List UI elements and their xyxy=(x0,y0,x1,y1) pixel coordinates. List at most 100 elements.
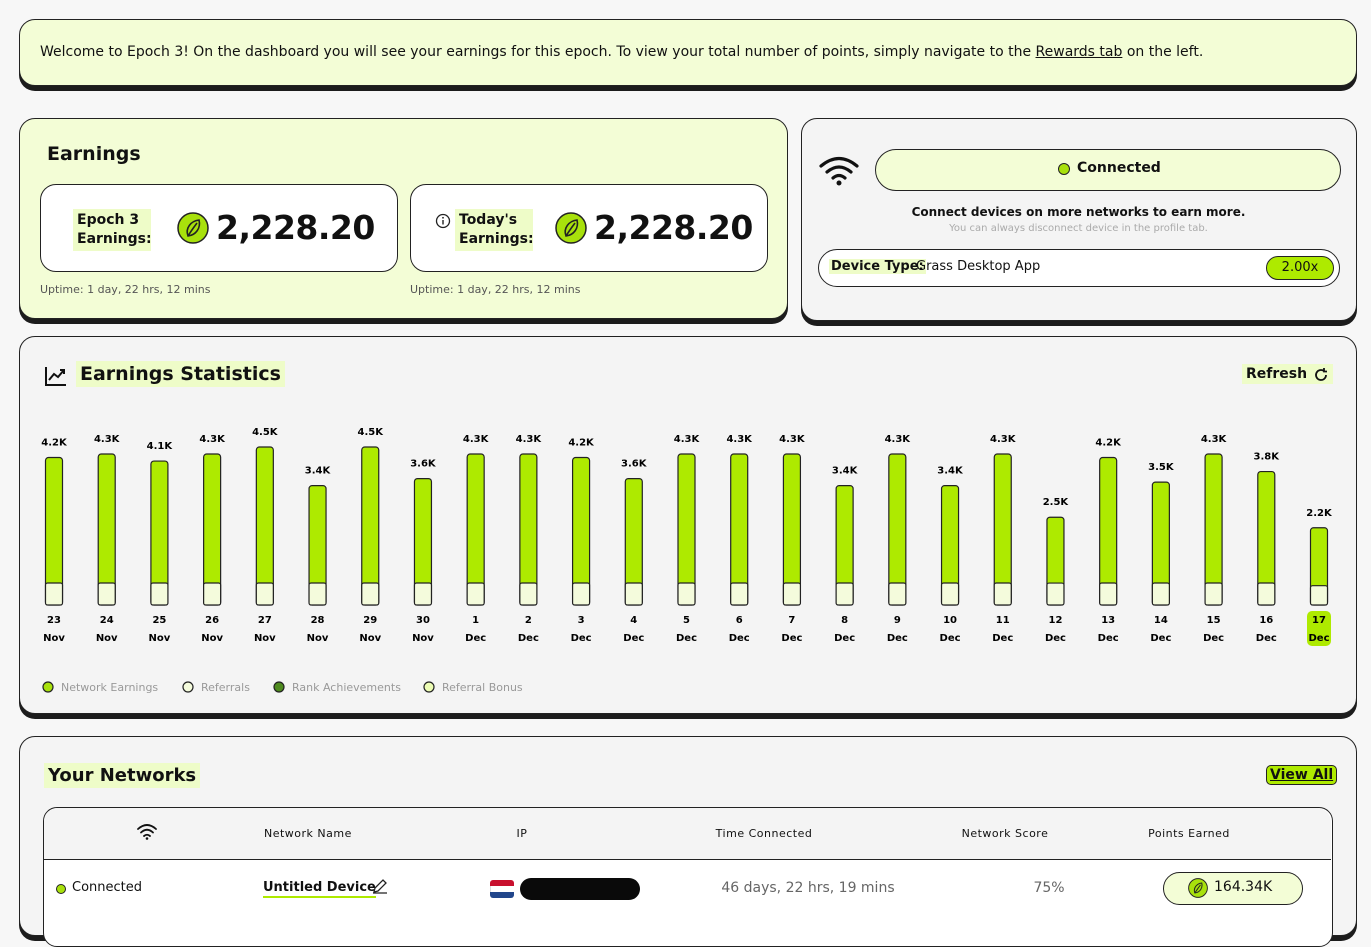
edit-icon[interactable] xyxy=(372,878,388,894)
bar xyxy=(466,453,485,606)
x-tick-day: 15 xyxy=(1207,615,1221,626)
bar-referral-part xyxy=(1309,585,1329,606)
value-label: 4.3K xyxy=(199,434,226,445)
value-label: 4.2K xyxy=(41,438,68,449)
device-name[interactable]: Untitled Device xyxy=(263,880,376,898)
x-tick-month: Dec xyxy=(834,633,855,644)
x-tick-day: 24 xyxy=(100,615,114,626)
bar-referral-part xyxy=(97,582,116,606)
value-label: 4.5K xyxy=(252,427,279,438)
earnings-chart: 4.2K23Nov4.3K24Nov4.1K25Nov4.3K26Nov4.5K… xyxy=(41,427,1333,694)
x-tick-month: Nov xyxy=(96,633,118,644)
value-label: 4.2K xyxy=(1095,438,1122,449)
x-tick-day: 16 xyxy=(1259,615,1273,626)
x-tick-day: 28 xyxy=(311,615,325,626)
bar-referral-part xyxy=(835,582,854,606)
bar xyxy=(255,446,274,606)
points-pill: 164.34K xyxy=(1163,872,1303,905)
legend-label: Network Earnings xyxy=(61,681,158,694)
legend-label: Referrals xyxy=(201,681,250,694)
bar-referral-part xyxy=(308,582,327,606)
legend-swatch xyxy=(423,681,435,693)
x-tick-month: Dec xyxy=(571,633,592,644)
stats-title: Earnings Statistics xyxy=(76,361,285,387)
x-tick-day: 2 xyxy=(525,615,532,626)
value-label: 2.5K xyxy=(1043,497,1070,508)
status-dot xyxy=(1058,163,1070,175)
flag-white xyxy=(490,886,514,892)
x-tick-month: Dec xyxy=(1150,633,1171,644)
x-tick-month: Dec xyxy=(940,633,961,644)
x-tick-month: Dec xyxy=(1098,633,1119,644)
banner: Welcome to Epoch 3! On the dashboard you… xyxy=(19,19,1357,86)
epoch-label: Epoch 3 Earnings: xyxy=(73,209,152,251)
bar-referral-part xyxy=(1151,582,1170,606)
legend-swatch xyxy=(42,681,54,693)
x-tick-day: 13 xyxy=(1101,615,1115,626)
value-label: 4.3K xyxy=(726,434,753,445)
x-tick-month: Dec xyxy=(1045,633,1066,644)
value-label: 3.4K xyxy=(937,466,964,477)
x-tick-day: 23 xyxy=(47,615,61,626)
view-all[interactable]: View All xyxy=(1266,765,1338,785)
x-tick-day: 8 xyxy=(841,615,848,626)
value-label: 4.3K xyxy=(990,434,1017,445)
x-tick-month: Dec xyxy=(781,633,802,644)
bar-referral-part xyxy=(150,582,169,606)
today-label: Today's Earnings: xyxy=(455,209,534,251)
bar-referral-part xyxy=(1046,582,1065,606)
x-tick-day: 9 xyxy=(894,615,901,626)
connect-note: You can always disconnect device in the … xyxy=(949,223,1208,234)
trend-icon xyxy=(45,367,66,386)
x-tick-month: Dec xyxy=(992,633,1013,644)
device-row: Device Type: Grass Desktop App 2.00x xyxy=(818,249,1340,287)
legend-swatch xyxy=(182,681,194,693)
bar-referral-part xyxy=(571,582,591,606)
connect-message: Connect devices on more networks to earn… xyxy=(911,205,1246,219)
leaf-icon xyxy=(1188,878,1208,898)
multiplier: 2.00x xyxy=(1266,256,1334,280)
value-label: 3.4K xyxy=(305,466,332,477)
bar-referral-part xyxy=(624,582,643,606)
bar xyxy=(677,453,696,606)
column-header: IP xyxy=(516,827,528,840)
bar xyxy=(203,453,222,606)
legend-swatch xyxy=(273,681,285,693)
bar-referral-part xyxy=(44,582,64,606)
column-header: Points Earned xyxy=(1148,827,1230,840)
column-header: Network Name xyxy=(264,827,352,840)
flag-red xyxy=(490,880,514,886)
value-label: 3.6K xyxy=(410,459,437,470)
x-tick-month: Dec xyxy=(465,633,486,644)
bar xyxy=(782,453,802,606)
leaf-icon xyxy=(555,212,587,244)
x-tick-day: 5 xyxy=(683,615,690,626)
leaf-icon xyxy=(177,212,209,244)
value-label: 4.3K xyxy=(674,434,701,445)
bar-referral-part xyxy=(255,582,274,606)
x-tick-month: Dec xyxy=(623,633,644,644)
x-tick-month: Nov xyxy=(359,633,381,644)
rewards-link[interactable]: Rewards tab xyxy=(1035,44,1123,60)
x-tick-day: 14 xyxy=(1154,615,1168,626)
refresh-button[interactable]: Refresh xyxy=(1242,364,1334,384)
x-tick-month: Dec xyxy=(676,633,697,644)
table-header: Network Name IP Time Connected Network Scor… xyxy=(44,808,1331,860)
bar xyxy=(888,453,907,606)
points-earned: 164.34K xyxy=(1214,879,1273,895)
value-label: 3.6K xyxy=(621,459,648,470)
x-tick-day: 1 xyxy=(472,615,479,626)
device-label: Device Type: xyxy=(829,259,926,274)
value-label: 4.3K xyxy=(1201,434,1228,445)
bar xyxy=(361,446,380,606)
bar-referral-part xyxy=(413,582,433,606)
x-tick-month: Nov xyxy=(43,633,65,644)
value-label: 4.3K xyxy=(885,434,912,445)
networks-table: Network Name IP Time Connected Network Scor… xyxy=(43,807,1333,947)
earnings-title: Earnings xyxy=(47,143,141,165)
value-label: 4.2K xyxy=(568,438,595,449)
bar-referral-part xyxy=(466,582,485,606)
wifi-icon xyxy=(819,156,859,186)
x-tick-day: 7 xyxy=(788,615,795,626)
bar-referral-part xyxy=(361,582,380,606)
